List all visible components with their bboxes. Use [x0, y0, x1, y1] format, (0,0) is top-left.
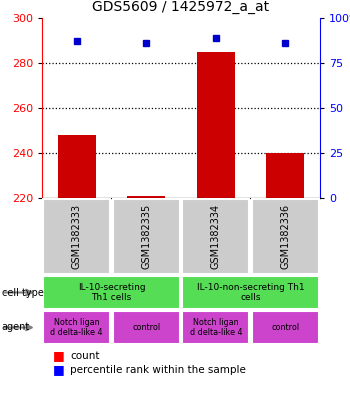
Text: Notch ligan
d delta-like 4: Notch ligan d delta-like 4	[50, 318, 103, 337]
Bar	[113, 199, 180, 274]
Text: GSM1382336: GSM1382336	[280, 204, 290, 269]
Text: Notch ligan
d delta-like 4: Notch ligan d delta-like 4	[189, 318, 242, 337]
Text: control: control	[271, 323, 299, 332]
Text: GSM1382333: GSM1382333	[72, 204, 82, 269]
Bar	[252, 311, 319, 344]
Bar	[43, 311, 110, 344]
Bar	[182, 276, 319, 309]
Bar	[43, 199, 110, 274]
Bar	[127, 196, 165, 198]
Text: IL-10-secreting
Th1 cells: IL-10-secreting Th1 cells	[78, 283, 145, 302]
Bar	[113, 311, 180, 344]
Bar	[252, 199, 318, 274]
Text: ■: ■	[52, 349, 64, 362]
Text: percentile rank within the sample: percentile rank within the sample	[70, 365, 246, 375]
Text: IL-10-non-secreting Th1
cells: IL-10-non-secreting Th1 cells	[197, 283, 304, 302]
Bar	[58, 135, 96, 198]
Bar	[197, 52, 235, 198]
Text: control: control	[132, 323, 160, 332]
Bar	[182, 311, 250, 344]
Text: agent: agent	[2, 323, 30, 332]
Title: GDS5609 / 1425972_a_at: GDS5609 / 1425972_a_at	[92, 0, 270, 14]
Text: count: count	[70, 351, 99, 361]
Bar	[43, 276, 180, 309]
Text: cell type: cell type	[2, 288, 44, 298]
Bar	[266, 153, 304, 198]
Text: GSM1382334: GSM1382334	[211, 204, 221, 269]
Text: GSM1382335: GSM1382335	[141, 204, 151, 269]
Bar	[182, 199, 249, 274]
Text: ■: ■	[52, 364, 64, 376]
